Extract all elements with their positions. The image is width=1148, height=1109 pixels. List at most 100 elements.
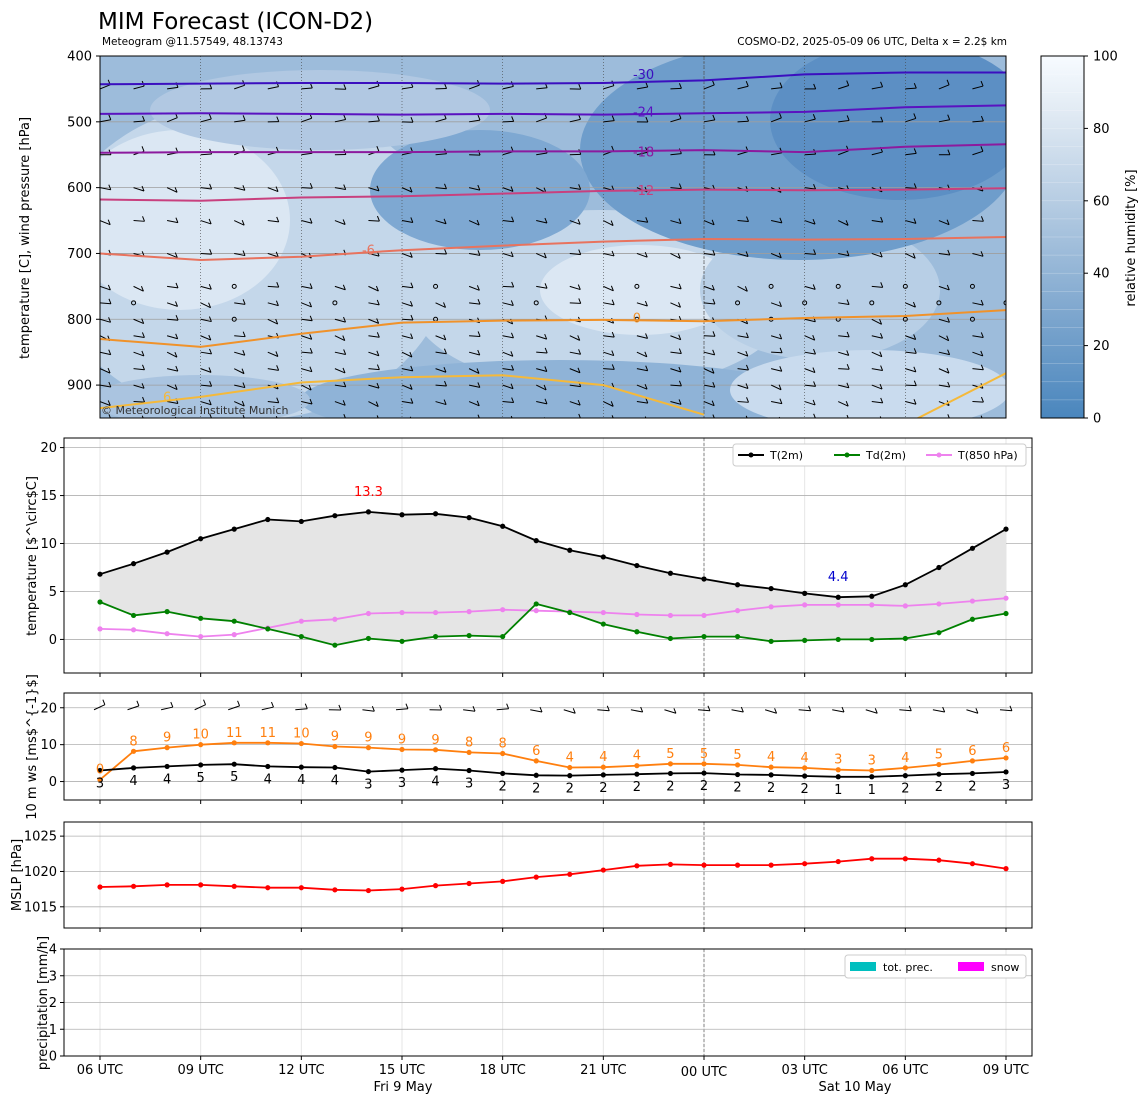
wind-barb-flag [171,702,173,707]
gust-value-label: 5 [733,748,741,763]
ws-point [936,772,941,777]
t2m-point [500,524,505,529]
precipitation-y-axis-label: precipitation [mm/h] [36,936,51,1070]
td2m-point [836,637,841,642]
mslp-point [735,863,740,868]
wind-barb [570,303,581,304]
t2m-td-fill [100,512,1006,645]
ws-value-label: 3 [398,776,406,791]
gust-value-label: 10 [192,728,209,743]
gust-point [299,741,304,746]
legend-t850-label: T(850 hPa) [957,449,1018,462]
ws-value-label: 2 [599,781,607,796]
gust-point [165,745,170,750]
mslp-point [500,879,505,884]
t850-point [131,627,136,632]
t850-point [399,610,404,615]
t850-point [500,607,505,612]
t2m-point [601,554,606,559]
wind-barb [301,188,312,189]
gust-value-label: 4 [566,751,574,766]
mslp-point [534,875,539,880]
gust-value-label: 10 [293,727,310,742]
wind-barb-flag [909,706,911,711]
t2m-point [567,548,572,553]
wind-barb [536,418,546,422]
wind-barb [195,705,206,710]
gust-point [634,763,639,768]
gust-point [500,751,505,756]
ws-point [567,773,572,778]
gust-value-label: 8 [465,735,473,750]
gust-point [701,761,706,766]
wind-barb [396,709,408,710]
wind-barb [805,154,816,155]
gust-value-label: 3 [834,753,842,768]
t850-point [869,602,874,607]
t2m-point [232,527,237,532]
legend-t850-marker [937,453,942,458]
legend-tot-prec-label: tot. prec. [883,961,933,974]
td2m-point [366,636,371,641]
mslp-point [1003,866,1008,871]
ws-value-label: 2 [733,781,741,796]
wind-barb-flag [473,706,475,711]
ws-point [198,762,203,767]
t2m-point [936,565,941,570]
wind-barb [436,418,446,423]
wind-barb-flag [1015,398,1017,403]
gust-value-label: 6 [1002,741,1010,756]
t2m-point [299,519,304,524]
wind-barb-flag [1014,352,1016,357]
td2m-point [903,636,908,641]
t2m-point [903,582,908,587]
t2m-point [366,509,371,514]
wind-barb-flag [271,702,273,707]
wind-barb [1006,352,1016,357]
ws-value-label: 2 [633,780,641,795]
td2m-point [567,610,572,615]
y-tick-label: 0 [49,775,57,790]
gust-value-label: 0 [96,763,104,778]
wind-barb [738,121,749,122]
wind-barb-flag [1015,334,1017,339]
date-label-sat: Sat 10 May [819,1080,892,1095]
mslp-point [769,863,774,868]
mslp-point [634,863,639,868]
gust-value-label: 5 [700,747,708,762]
ws-value-label: 2 [666,779,674,794]
ws-point [232,762,237,767]
ws-value-label: 2 [901,782,909,797]
legend-t2m-marker [749,453,754,458]
mslp-point [567,872,572,877]
ws-point [534,773,539,778]
gust-value-label: 11 [226,726,243,741]
t850-point [634,612,639,617]
t2m-point [634,563,639,568]
ws-point [433,766,438,771]
wind-barb [530,710,542,712]
t2m-point [399,512,404,517]
y-tick-label: 10 [40,537,57,552]
t2m-point [701,576,706,581]
isotherm-label: -12 [633,184,654,199]
gust-value-label: 9 [398,732,406,747]
ws-point [1003,769,1008,774]
colorbar-tick-label: 80 [1093,122,1110,137]
wind-barb [637,418,647,422]
legend-t2m-label: T(2m) [769,449,803,462]
td2m-point [634,629,639,634]
wind-barb-flag [137,701,139,706]
t850-point [433,610,438,615]
gust-value-label: 9 [431,733,439,748]
t2m-point [433,511,438,516]
ws-point [903,773,908,778]
gust-value-label: 4 [767,750,775,765]
wind-barb-flag [1014,113,1016,118]
wind-barb [799,710,811,711]
